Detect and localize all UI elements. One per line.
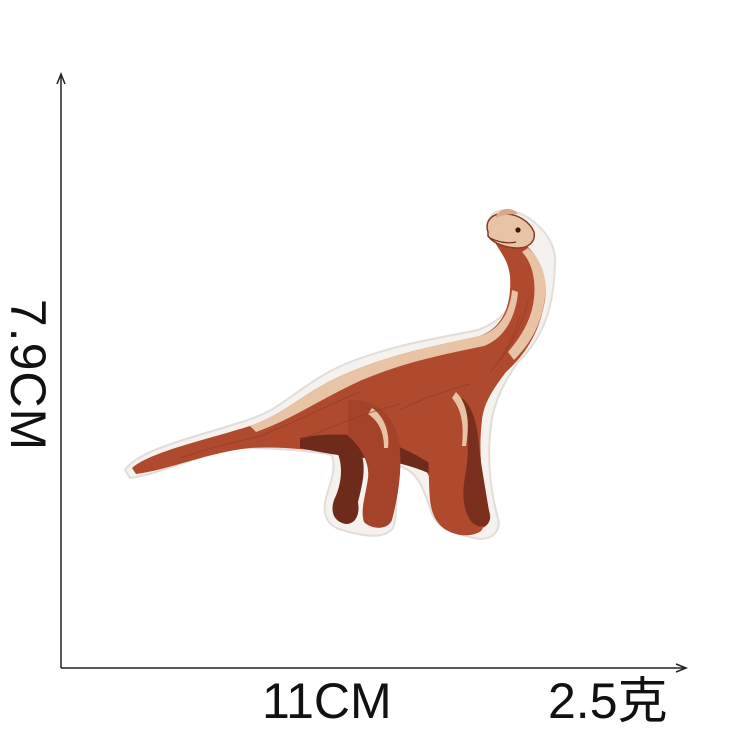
neck-highlight (508, 248, 546, 360)
front-near-leg (417, 383, 483, 536)
back-highlight (250, 290, 518, 432)
head-crest (496, 208, 518, 218)
front-far-leg (456, 398, 490, 527)
stitch-lines (179, 301, 529, 459)
width-axis-arrow-icon (675, 663, 689, 673)
width-dimension-label: 11CM (262, 673, 392, 729)
rear-leg-highlight (368, 408, 389, 448)
front-leg-highlight (452, 392, 468, 446)
dinosaur-mouth (489, 237, 517, 244)
dinosaur-eye (515, 227, 521, 233)
height-axis-arrow-icon (56, 71, 66, 85)
height-value: 7.9CM (0, 298, 57, 452)
rear-far-leg (332, 454, 364, 524)
weight-label: 2.5克 (548, 673, 668, 729)
height-dimension-label: 7.9CM (0, 280, 56, 470)
